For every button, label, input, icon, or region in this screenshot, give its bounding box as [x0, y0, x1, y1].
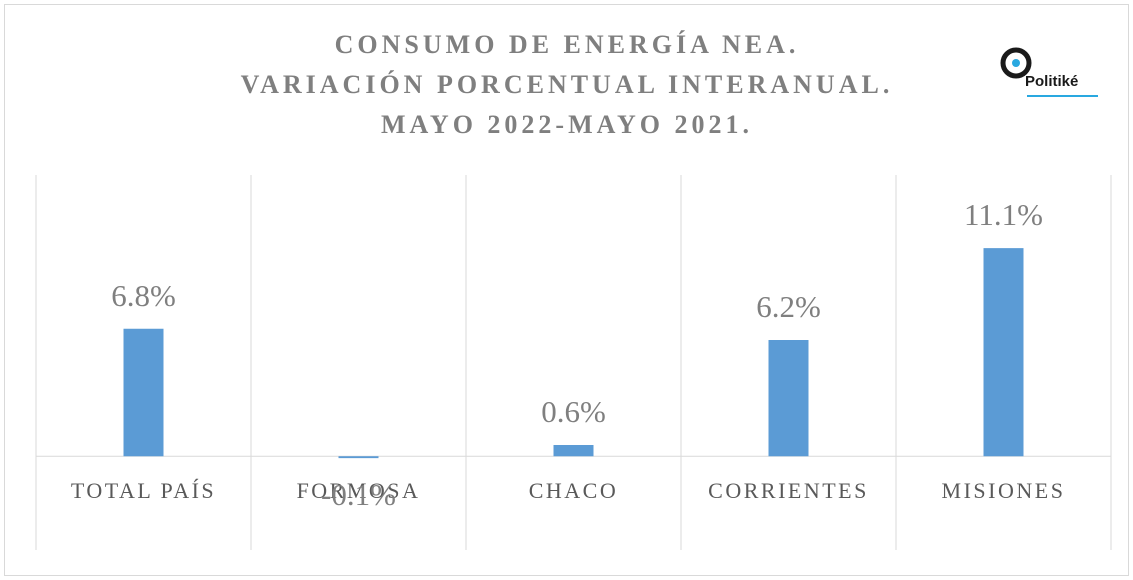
logo-text: Politiké [1025, 73, 1078, 90]
x-tick-label: MISIONES [942, 478, 1066, 503]
x-tick-label: CHACO [529, 478, 619, 503]
chart-title: MAYO 2022-MAYO 2021. [381, 110, 753, 139]
x-tick-label: FORMOSA [297, 478, 421, 503]
x-tick-label: TOTAL PAÍS [71, 478, 216, 503]
data-label: 11.1% [964, 197, 1043, 232]
logo-icon [1000, 47, 1032, 79]
chart-title: CONSUMO DE ENERGÍA NEA. [335, 30, 800, 59]
data-label: 6.8% [111, 278, 176, 313]
logo-icon [1012, 59, 1020, 67]
chart-title: VARIACIÓN PORCENTUAL INTERANUAL. [241, 70, 894, 99]
bar [123, 328, 164, 457]
data-label: -0.1% [321, 477, 396, 512]
logo: Politiké [1000, 47, 1098, 97]
chart-border [4, 4, 1129, 576]
data-label: 6.2% [756, 289, 821, 324]
x-tick-label: CORRIENTES [708, 478, 869, 503]
bar [768, 340, 809, 457]
bar [983, 248, 1024, 457]
data-label: 0.6% [541, 394, 606, 429]
bar [338, 456, 379, 459]
bar [553, 445, 594, 457]
